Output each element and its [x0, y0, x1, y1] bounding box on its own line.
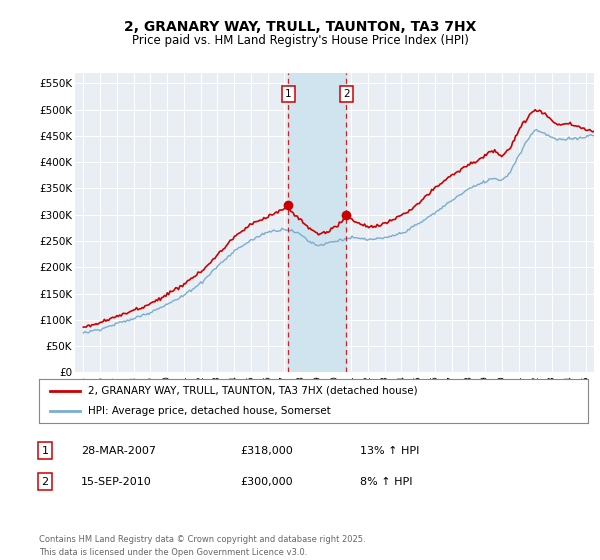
Text: 2, GRANARY WAY, TRULL, TAUNTON, TA3 7HX (detached house): 2, GRANARY WAY, TRULL, TAUNTON, TA3 7HX … [88, 386, 418, 396]
Text: 28-MAR-2007: 28-MAR-2007 [81, 446, 156, 456]
Text: 2: 2 [343, 89, 350, 99]
Text: 2, GRANARY WAY, TRULL, TAUNTON, TA3 7HX: 2, GRANARY WAY, TRULL, TAUNTON, TA3 7HX [124, 20, 476, 34]
Text: 8% ↑ HPI: 8% ↑ HPI [360, 477, 413, 487]
Text: 1: 1 [285, 89, 292, 99]
Bar [288, 73, 346, 372]
Text: £300,000: £300,000 [240, 477, 293, 487]
Text: 15-SEP-2010: 15-SEP-2010 [81, 477, 152, 487]
Text: HPI: Average price, detached house, Somerset: HPI: Average price, detached house, Some… [88, 406, 331, 416]
Text: Price paid vs. HM Land Registry's House Price Index (HPI): Price paid vs. HM Land Registry's House … [131, 34, 469, 46]
Text: 1: 1 [41, 446, 49, 456]
Text: 13% ↑ HPI: 13% ↑ HPI [360, 446, 419, 456]
Text: £318,000: £318,000 [240, 446, 293, 456]
Text: 2: 2 [41, 477, 49, 487]
Text: Contains HM Land Registry data © Crown copyright and database right 2025.
This d: Contains HM Land Registry data © Crown c… [39, 535, 365, 557]
